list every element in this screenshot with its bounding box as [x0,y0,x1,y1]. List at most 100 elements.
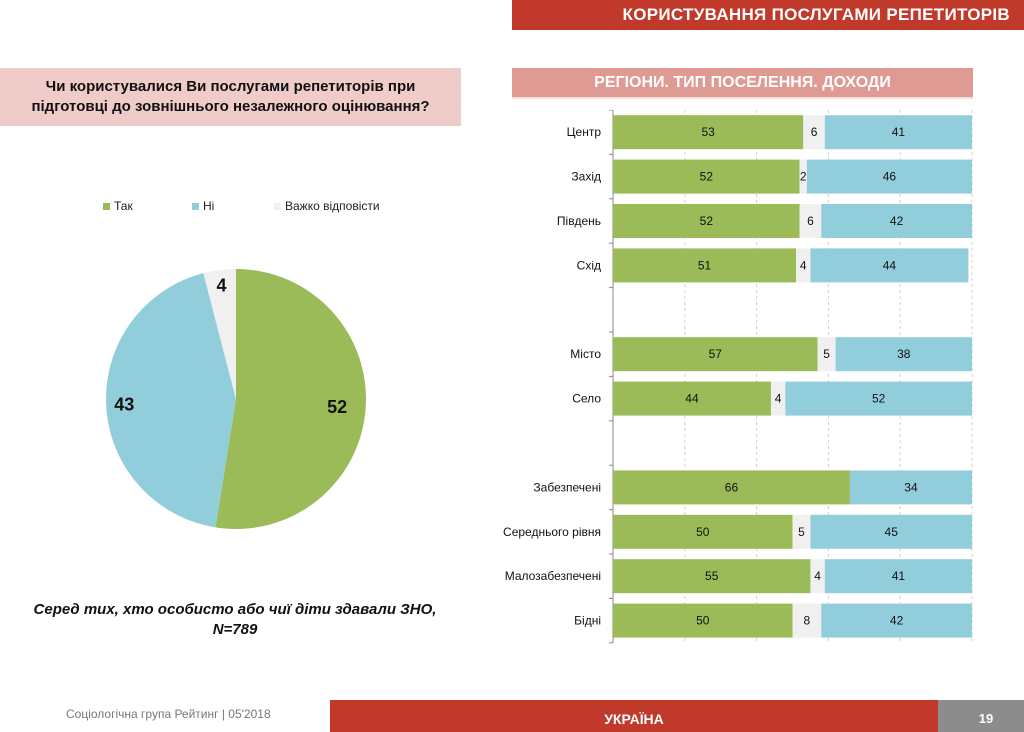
legend-item-yes: Так [103,199,133,213]
bar-label-no: 42 [890,614,904,628]
legend-label-hard: Важко відповісти [285,199,380,213]
category-label: Місто [570,347,601,361]
bar-label-hard: 4 [800,258,807,272]
legend-swatch-no [192,202,199,210]
footer-page-box: 19 [938,700,1024,732]
sample-note-line-1: Серед тих, хто особисто або чиї діти зда… [33,601,437,618]
bar-label-hard: 6 [811,125,818,139]
stacked-bar-chart: Центр 53 6 41 Захід 52 2 46 Південь 52 6 42 Схід 51 4 4… [480,109,1000,670]
bar-label-no: 42 [890,214,904,228]
bar-label-yes: 52 [700,214,714,228]
category-label: Забезпечені [533,480,601,494]
bar-label-hard: 5 [823,347,830,361]
bar-segment-yes [613,159,800,194]
bar-segment-no [835,337,972,372]
bar-label-yes: 50 [696,614,710,628]
question-line-1: Чи користувалися Ви послугами репетиторі… [45,78,416,95]
category-label: Південь [557,214,601,228]
bar-label-yes: 66 [725,480,739,494]
category-label: Бідні [574,614,601,628]
question-line-2: підготовці до зовнішнього незалежного оц… [31,98,430,115]
bar-segment-yes [613,204,800,238]
slide-title-banner: КОРИСТУВАННЯ ПОСЛУГАМИ РЕПЕТИТОРІВ [512,0,1024,30]
legend-label-yes: Так [114,199,133,213]
category-label: Малозабезпечені [505,569,601,583]
bar-segment-hard [799,159,807,194]
bar-segment-yes [613,470,850,505]
bar-label-yes: 50 [696,525,710,539]
bar-label-hard: 4 [775,392,782,406]
section-title: РЕГІОНИ. ТИП ПОСЕЛЕННЯ. ДОХОДИ [594,73,891,91]
pie-label-hard: 4 [217,276,227,296]
pie-slice-no [105,273,236,528]
legend-swatch-yes [103,202,110,210]
bar-label-yes: 44 [685,392,699,406]
sample-note-line-2: N=789 [212,621,258,638]
bar-label-yes: 52 [700,170,714,184]
bar-label-hard: 8 [804,614,811,628]
pie-slice-yes [215,269,366,529]
bar-segment-yes [613,514,793,549]
pie-label-yes: 52 [327,397,347,417]
legend-swatch-hard [274,202,281,210]
legend-item-hard: Важко відповісти [274,199,380,213]
bar-segment-no [824,559,972,594]
pie-chart-svg: 52 43 4 [105,269,366,529]
sample-note: Серед тих, хто особисто або чиї діти зда… [0,600,470,640]
bar-segment-no [821,603,972,638]
bar-label-no: 34 [904,480,918,494]
bar-segment-hard [796,248,811,283]
bar-label-no: 41 [892,569,906,583]
bar-label-hard: 6 [807,214,814,228]
bar-segment-yes [613,248,797,283]
legend-label-no: Ні [203,199,215,213]
bar-label-yes: 51 [698,258,712,272]
bar-segment-no [824,115,972,150]
bar-label-no: 46 [883,170,897,184]
bar-label-yes: 55 [705,569,719,583]
pie-label-no: 43 [114,394,134,414]
footer-source: Соціологічна група Рейтинг | 05'2018 [66,707,271,721]
category-label: Захід [571,170,601,184]
bar-segment-no [785,381,972,416]
footer-region: УКРАЇНА [604,711,664,727]
bar-segment-no [806,159,972,194]
bar-segment-yes [613,337,818,372]
bar-segment-yes [613,115,804,150]
bar-label-no: 44 [883,258,897,272]
bar-segment-hard [810,559,825,594]
category-label: Схід [577,258,601,272]
pie-chart: 52 43 4 [100,262,372,534]
bar-segment-hard [792,603,822,638]
bar-segment-no [810,248,969,283]
category-label: Центр [567,125,602,139]
pie-slice-hard [203,269,236,399]
bar-label-yes: 57 [709,347,723,361]
bar-segment-hard [799,204,822,238]
bar-segment-yes [613,603,793,638]
bar-segment-hard [770,381,786,416]
bar-label-hard: 5 [798,525,805,539]
question-box: Чи користувалися Ви послугами репетиторі… [0,68,461,126]
bar-segment-hard [803,115,825,150]
bar-label-yes: 53 [701,125,715,139]
bar-label-no: 41 [892,125,906,139]
bar-segment-hard [792,514,811,549]
footer-region-bar: УКРАЇНА [330,700,938,732]
bar-label-no: 38 [897,347,911,361]
category-label: Село [572,392,601,406]
bar-label-hard: 2 [800,170,807,184]
bar-segment-hard [817,337,836,372]
bar-segment-no [810,514,972,549]
bar-label-hard: 4 [814,569,821,583]
page-number: 19 [978,710,994,726]
bar-segment-no [821,204,972,238]
legend-item-no: Ні [192,199,214,213]
bar-label-no: 45 [885,525,899,539]
slide-title: КОРИСТУВАННЯ ПОСЛУГАМИ РЕПЕТИТОРІВ [622,5,1010,24]
section-header: РЕГІОНИ. ТИП ПОСЕЛЕННЯ. ДОХОДИ [512,68,973,99]
category-label: Середнього рівня [503,525,601,539]
bar-segment-yes [613,381,771,416]
bar-segment-no [849,470,972,505]
